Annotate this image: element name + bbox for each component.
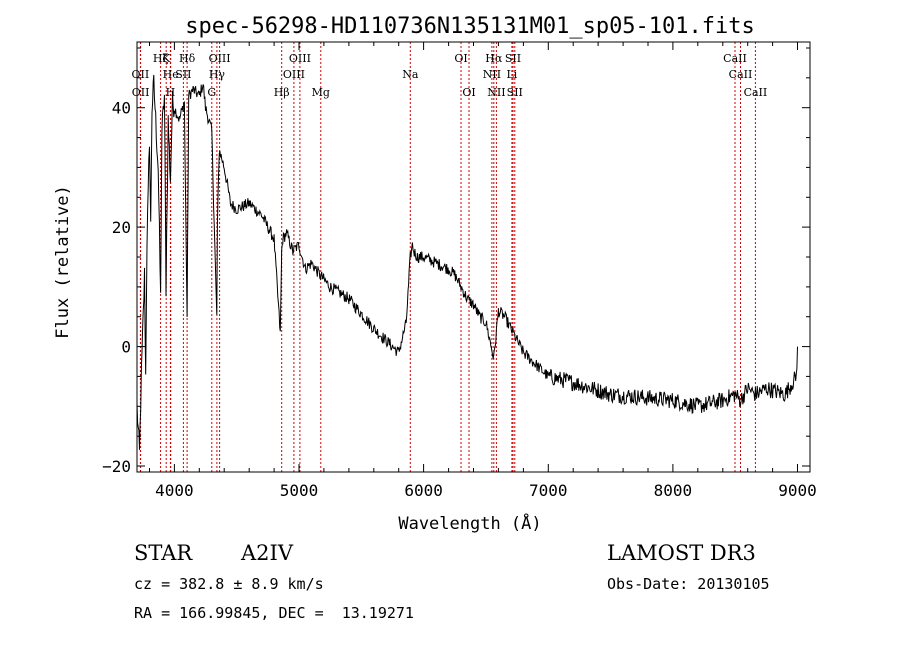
spectral-line-label: He bbox=[163, 68, 179, 81]
y-tick-label: −20 bbox=[102, 457, 131, 476]
spectral-line-label: NII bbox=[483, 68, 501, 81]
x-axis-label: Wavelength (Å) bbox=[398, 512, 541, 534]
x-tick-label: 5000 bbox=[280, 481, 319, 500]
x-tick-label: 6000 bbox=[404, 481, 443, 500]
spectral-line-label: CaII bbox=[723, 52, 747, 65]
observation-date: Obs-Date: 20130105 bbox=[607, 575, 770, 593]
spectral-line-label: OII bbox=[132, 86, 150, 99]
y-tick-label: 0 bbox=[121, 338, 131, 357]
spectral-line-label: K bbox=[162, 52, 171, 65]
spectral-line-label: NII bbox=[487, 86, 505, 99]
x-tick-label: 7000 bbox=[529, 481, 568, 500]
chart-title: spec-56298-HD110736N135131M01_sp05-101.f… bbox=[185, 14, 755, 39]
spectral-line-label: H bbox=[166, 86, 176, 99]
spectral-line-label: Na bbox=[402, 68, 419, 81]
spectral-line-label: Hα bbox=[485, 52, 503, 65]
object-class: STAR bbox=[134, 541, 193, 565]
plot-frame bbox=[136, 41, 811, 473]
spectral-line-label: G bbox=[207, 86, 216, 99]
spectral-line-label: OIII bbox=[289, 52, 311, 65]
spectral-line-label: OII bbox=[132, 68, 150, 81]
spectral-line-label: Hζ bbox=[153, 52, 169, 65]
redshift-velocity: cz = 382.8 ± 8.9 km/s bbox=[134, 575, 324, 593]
y-tick-label: 20 bbox=[112, 218, 131, 237]
spectral-line-label: Mg bbox=[312, 86, 330, 99]
spectral-line-label: Hβ bbox=[274, 86, 290, 99]
spectrum-line bbox=[136, 74, 798, 450]
survey-name: LAMOST DR3 bbox=[607, 541, 756, 565]
spectral-line-label: SII bbox=[507, 86, 523, 99]
object-subclass: A2IV bbox=[241, 541, 293, 565]
spectral-line-label: OI bbox=[462, 86, 475, 99]
x-tick-label: 8000 bbox=[654, 481, 693, 500]
spectral-line-label: SII bbox=[175, 68, 191, 81]
y-axis-label: Flux (relative) bbox=[53, 185, 73, 339]
spectral-line-label: OIII bbox=[209, 52, 231, 65]
coordinates: RA = 166.99845, DEC = 13.19271 bbox=[134, 604, 414, 622]
spectral-line-label: OIII bbox=[283, 68, 305, 81]
spectral-line-label: OI bbox=[454, 52, 467, 65]
spectral-line-label: CaII bbox=[729, 68, 753, 81]
spectral-line-label: Hγ bbox=[209, 68, 226, 81]
x-tick-label: 9000 bbox=[778, 481, 817, 500]
spectral-line-label: CaII bbox=[744, 86, 768, 99]
y-tick-label: 40 bbox=[112, 99, 131, 118]
spectral-line-label: Li bbox=[506, 68, 517, 81]
spectral-line-label: Hδ bbox=[179, 52, 196, 65]
spectral-line-label: SII bbox=[505, 52, 521, 65]
x-tick-label: 4000 bbox=[155, 481, 194, 500]
